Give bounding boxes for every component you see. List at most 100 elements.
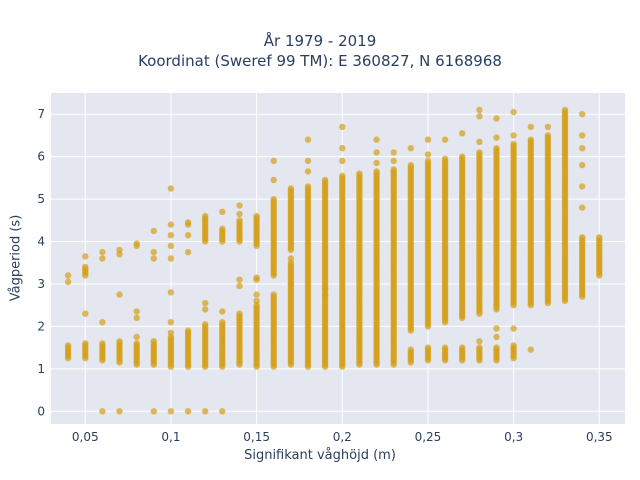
data-point <box>82 253 89 260</box>
data-point <box>339 123 346 131</box>
data-point <box>476 149 483 156</box>
data-point <box>493 145 500 152</box>
data-point <box>476 113 483 120</box>
data-point <box>373 136 380 143</box>
y-tick-label: 7 <box>37 107 45 121</box>
data-point <box>236 217 243 224</box>
data-point <box>253 297 260 305</box>
data-point <box>133 333 140 341</box>
data-point <box>270 157 277 165</box>
data-point <box>99 340 106 347</box>
data-point <box>321 176 329 184</box>
x-axis-title: Signifikant våghöjd (m) <box>244 448 396 463</box>
data-point <box>339 157 346 165</box>
data-point <box>510 342 517 349</box>
data-point <box>373 168 380 175</box>
chart-title-line-1: År 1979 - 2019 <box>263 32 377 50</box>
data-point <box>64 342 72 349</box>
data-point <box>99 255 106 262</box>
data-point <box>493 344 500 351</box>
data-point <box>424 151 432 158</box>
data-point <box>339 145 346 152</box>
data-point <box>167 232 175 239</box>
data-point <box>321 285 329 292</box>
data-point <box>373 159 380 167</box>
data-point <box>441 344 449 351</box>
data-point <box>544 123 552 131</box>
data-point <box>476 338 483 345</box>
data-point <box>150 408 157 415</box>
data-point <box>270 176 277 184</box>
y-tick-label: 2 <box>37 319 45 333</box>
data-point <box>167 242 175 249</box>
data-point <box>150 338 157 345</box>
x-tick-label: 0,2 <box>333 430 352 444</box>
data-point <box>167 185 175 192</box>
data-point <box>510 140 517 148</box>
data-point <box>407 161 414 169</box>
data-point <box>579 204 586 211</box>
data-point <box>202 306 209 313</box>
y-tick-label: 4 <box>37 235 45 249</box>
data-point <box>167 289 175 296</box>
data-point <box>270 195 277 203</box>
data-point <box>493 134 500 141</box>
data-point <box>184 327 192 334</box>
data-points <box>64 106 603 415</box>
y-axis-title: Vågperiod (s) <box>9 215 24 302</box>
data-point <box>579 111 586 118</box>
data-point <box>64 278 72 285</box>
data-point <box>133 340 140 347</box>
data-point <box>167 408 175 415</box>
chart-title-line-2: Koordinat (Sweref 99 TM): E 360827, N 61… <box>138 52 502 70</box>
data-point <box>476 344 483 351</box>
data-point <box>270 291 277 298</box>
data-point <box>150 255 157 262</box>
x-tick-label: 0,25 <box>415 430 442 444</box>
data-point <box>236 282 243 290</box>
data-point <box>476 106 483 114</box>
data-point <box>99 319 106 326</box>
data-point <box>287 280 295 288</box>
data-point <box>287 185 295 192</box>
data-point <box>82 310 89 317</box>
data-point <box>236 310 243 317</box>
data-point <box>579 183 586 190</box>
data-point <box>167 255 175 262</box>
x-tick-label: 0,05 <box>72 430 99 444</box>
data-point <box>133 308 140 315</box>
data-point <box>167 329 175 336</box>
data-point <box>441 136 449 143</box>
x-tick-label: 0,1 <box>161 430 180 444</box>
data-point <box>236 210 243 218</box>
data-point <box>390 149 397 156</box>
data-point <box>202 408 209 415</box>
data-point <box>339 172 346 179</box>
data-point <box>236 276 243 283</box>
data-point <box>390 157 397 165</box>
data-point <box>459 344 466 351</box>
data-point <box>116 408 123 415</box>
data-point <box>579 234 586 241</box>
data-point <box>579 161 586 169</box>
data-point <box>304 168 312 175</box>
x-axis-ticks: 0,05 0,1 0,15 0,2 0,25 0,3 0,35 <box>72 430 613 444</box>
data-point <box>202 321 209 328</box>
data-point <box>407 346 414 353</box>
data-point <box>202 299 209 307</box>
data-point <box>202 212 209 220</box>
y-axis-title-text: Vågperiod (s) <box>8 214 24 302</box>
data-point <box>64 272 72 279</box>
data-point <box>441 155 449 162</box>
data-point <box>236 202 243 209</box>
data-point <box>493 325 500 332</box>
data-point <box>304 183 312 190</box>
data-point <box>82 263 89 271</box>
data-point <box>219 308 226 315</box>
data-point <box>459 153 466 160</box>
data-point <box>527 123 534 131</box>
data-point <box>459 130 466 137</box>
y-tick-label: 6 <box>37 150 45 164</box>
